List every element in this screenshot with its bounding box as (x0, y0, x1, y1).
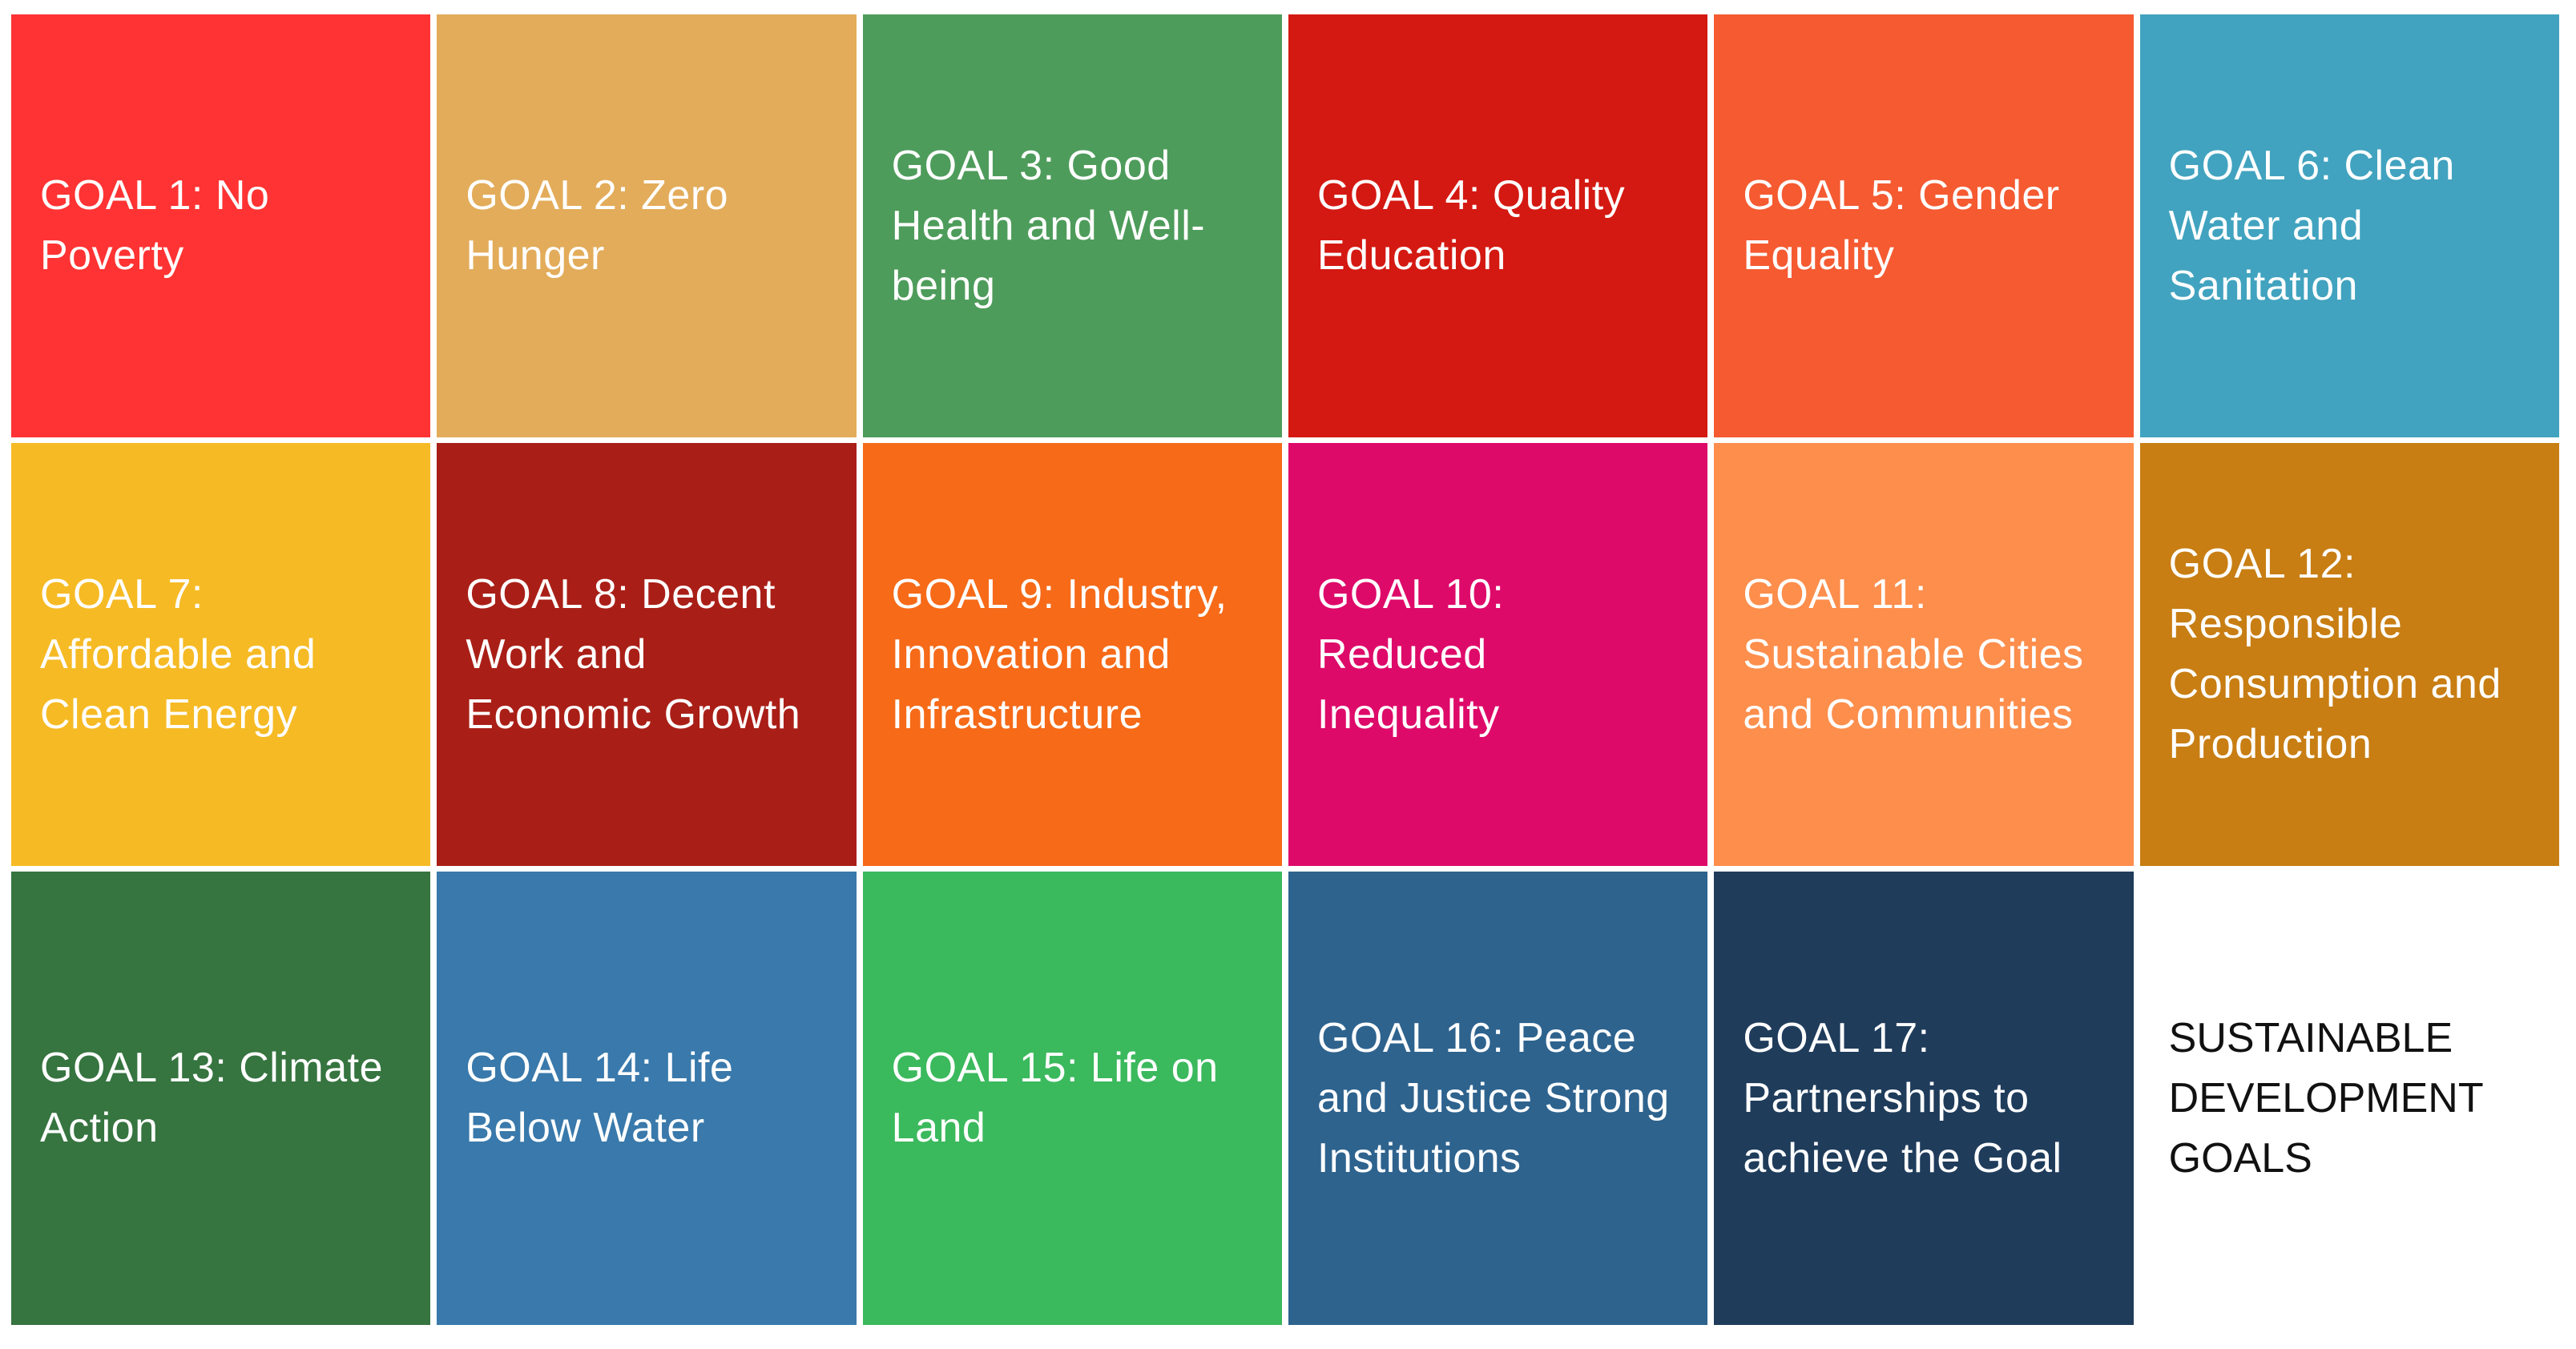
goal-label: GOAL 11: Sustainable Cities and Communit… (1743, 570, 2084, 738)
goal-tile-4: GOAL 4: Quality Education (1288, 14, 1708, 437)
goal-label: GOAL 6: Clean Water and Sanitation (2168, 142, 2455, 309)
goal-tile-12: GOAL 12: Responsible Consumption and Pro… (2139, 443, 2559, 866)
goal-label: GOAL 13: Climate Action (40, 1045, 384, 1151)
goal-tile-8: GOAL 8: Decent Work and Economic Growth (437, 443, 857, 866)
goal-tile-3: GOAL 3: Good Health and Well-being (862, 14, 1282, 437)
goal-tile-17: GOAL 17: Partnerships to achieve the Goa… (1714, 872, 2134, 1325)
goal-label: GOAL 1: No Poverty (40, 172, 270, 279)
goal-tile-14: GOAL 14: Life Below Water (437, 872, 857, 1325)
goal-label: GOAL 16: Peace and Justice Strong Instit… (1316, 1014, 1670, 1182)
goal-label: GOAL 7: Affordable and Clean Energy (40, 570, 316, 738)
goal-label: GOAL 3: Good Health and Well-being (891, 142, 1206, 309)
title-tile: SUSTAINABLE DEVELOPMENT GOALS (2139, 872, 2559, 1325)
goal-tile-13: GOAL 13: Climate Action (11, 872, 431, 1325)
goal-tile-6: GOAL 6: Clean Water and Sanitation (2139, 14, 2559, 437)
goal-tile-11: GOAL 11: Sustainable Cities and Communit… (1714, 443, 2134, 866)
goal-label: GOAL 2: Zero Hunger (466, 172, 729, 279)
goal-tile-9: GOAL 9: Industry, Innovation and Infrast… (862, 443, 1282, 866)
goal-tile-2: GOAL 2: Zero Hunger (437, 14, 857, 437)
goal-label: GOAL 15: Life on Land (891, 1045, 1219, 1151)
goal-label: GOAL 5: Gender Equality (1743, 172, 2060, 279)
goal-label: GOAL 4: Quality Education (1316, 172, 1626, 279)
sdg-goals-grid: GOAL 1: No Poverty GOAL 2: Zero Hunger G… (11, 14, 2559, 1325)
goal-tile-7: GOAL 7: Affordable and Clean Energy (11, 443, 431, 866)
goal-tile-10: GOAL 10: Reduced Inequality (1288, 443, 1708, 866)
goal-tile-1: GOAL 1: No Poverty (11, 14, 431, 437)
goal-label: GOAL 12: Responsible Consumption and Pro… (2168, 541, 2501, 767)
goal-label: GOAL 17: Partnerships to achieve the Goa… (1743, 1014, 2062, 1182)
goal-tile-5: GOAL 5: Gender Equality (1714, 14, 2134, 437)
goal-label: GOAL 10: Reduced Inequality (1316, 570, 1505, 738)
goal-label: GOAL 14: Life Below Water (466, 1045, 734, 1151)
goal-tile-16: GOAL 16: Peace and Justice Strong Instit… (1288, 872, 1708, 1325)
goal-tile-15: GOAL 15: Life on Land (862, 872, 1282, 1325)
page-title: SUSTAINABLE DEVELOPMENT GOALS (2168, 1014, 2483, 1182)
goal-label: GOAL 9: Industry, Innovation and Infrast… (891, 570, 1228, 738)
goal-label: GOAL 8: Decent Work and Economic Growth (466, 570, 801, 738)
